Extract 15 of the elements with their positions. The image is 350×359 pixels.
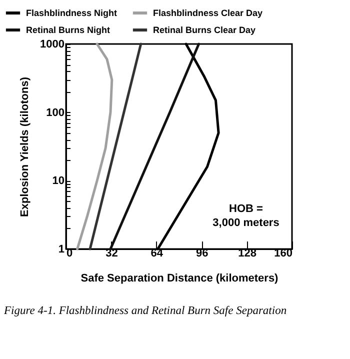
y-tick-label: 1 (58, 244, 64, 256)
line-series (109, 42, 200, 250)
y-axis-title: Explosion Yields (kilotons) (19, 76, 32, 217)
x-axis-title: Safe Separation Distance (kilometers) (80, 272, 279, 284)
y-tick-label: 1000 (40, 38, 64, 50)
legend-label: Flashblindness Clear Day (153, 8, 263, 18)
line-series (88, 42, 142, 250)
annotation: HOB = 3,000 meters (212, 203, 280, 229)
legend-label: Retinal Burns Night (26, 25, 110, 35)
y-tick-label: 100 (46, 106, 64, 119)
legend-label: Flashblindness Night (26, 8, 118, 18)
y-tick-label: 10 (52, 175, 64, 188)
legend-label: Retinal Burns Clear Day (153, 25, 256, 35)
line-series (76, 42, 114, 250)
caption: Figure 4-1. Flashblindness and Retinal Burn Safe Separation (3, 305, 287, 317)
